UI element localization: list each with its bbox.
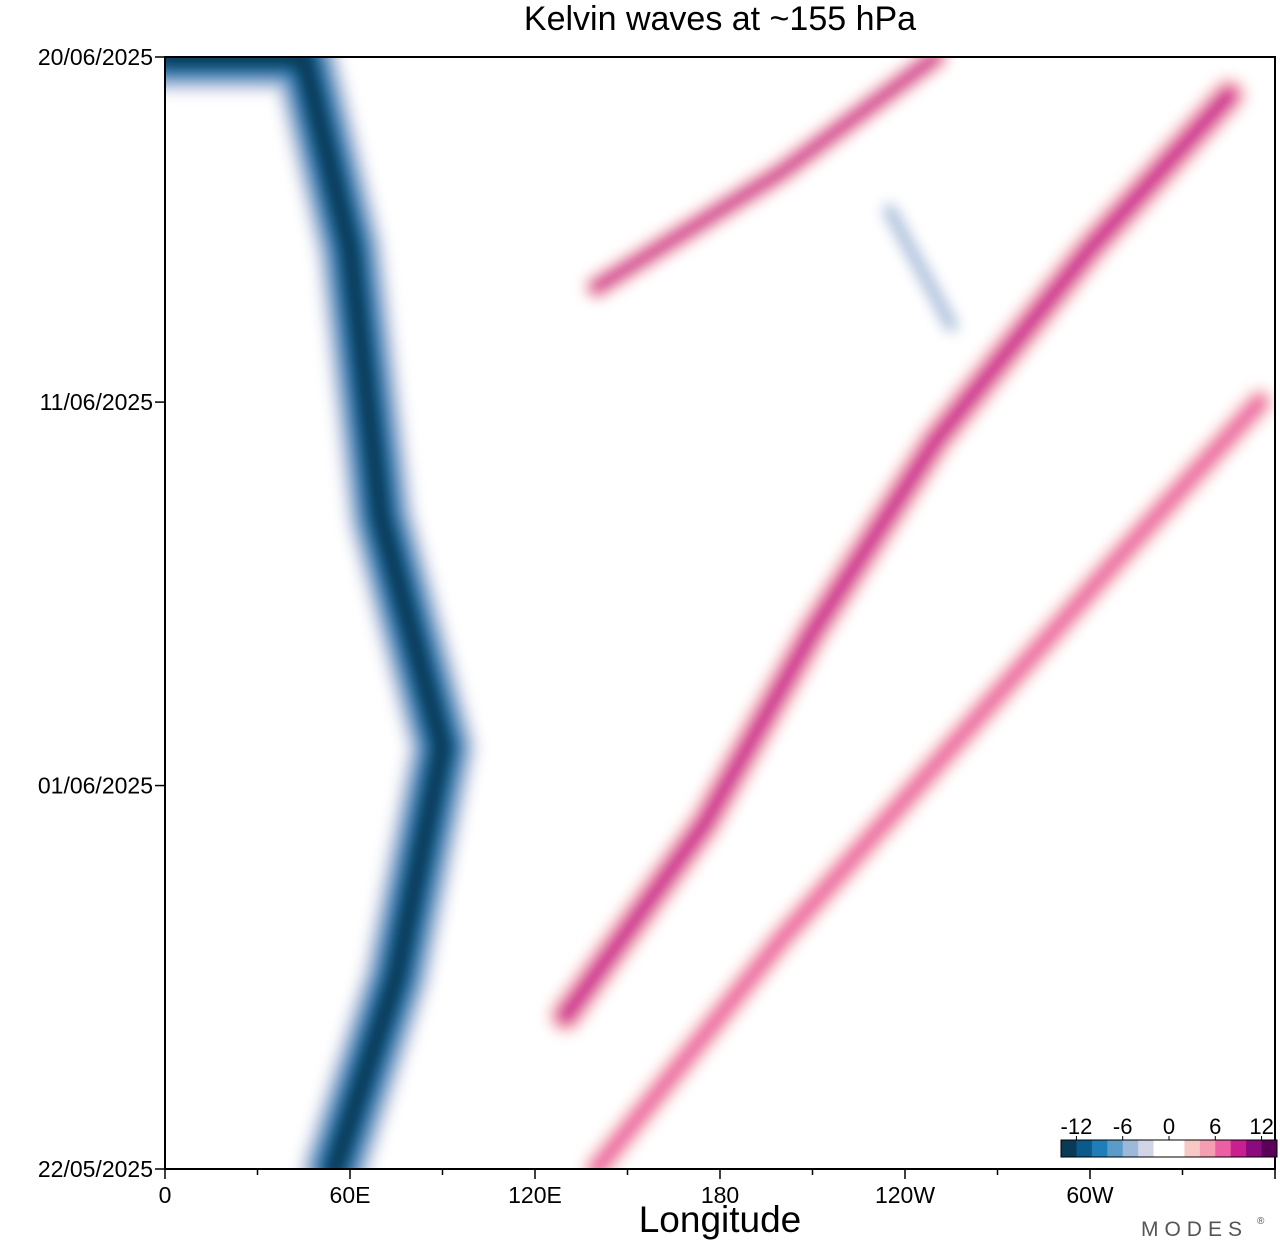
contour-level (558, 88, 1236, 1023)
colorbar-label: -12 (1061, 1114, 1093, 1139)
x-tick-label: 180 (701, 1182, 739, 1208)
colorbar-swatch (1076, 1140, 1093, 1157)
colorbar-swatch (1230, 1140, 1247, 1157)
modes-logo: MODES (1141, 1218, 1248, 1241)
contour-level (591, 57, 941, 293)
contour-band-4 (581, 57, 951, 302)
colorbar-legend: -12 -6 0 6 12 (1060, 1114, 1278, 1158)
colorbar-swatch (1138, 1140, 1155, 1157)
colorbar-label: 0 (1163, 1114, 1175, 1139)
contour-band-1 (165, 57, 482, 1169)
x-tick-label: 120E (508, 1182, 562, 1208)
contour-band-3 (579, 385, 1275, 1169)
chart-title: Kelvin waves at ~155 hPa (524, 0, 916, 38)
colorbar-swatch (1091, 1140, 1108, 1157)
colorbar-swatch (1061, 1140, 1077, 1157)
x-tick-label: 60W (1066, 1182, 1114, 1208)
contour-level (884, 205, 957, 331)
x-tick-label: 120W (875, 1182, 935, 1208)
colorbar-swatch (1215, 1140, 1232, 1157)
colorbar-label: 12 (1249, 1114, 1273, 1139)
colorbar-swatch (1184, 1140, 1201, 1157)
colorbar-label: -6 (1113, 1114, 1133, 1139)
contour-band-5 (879, 200, 962, 336)
colorbar-swatch (1107, 1140, 1124, 1157)
contour-level (165, 57, 453, 1169)
colorbar-swatch (1261, 1140, 1278, 1157)
registered-mark-icon: ® (1257, 1216, 1265, 1227)
colorbar-swatch (1199, 1140, 1216, 1157)
y-tick-label: 01/06/2025 (38, 773, 153, 799)
x-tick-label: 60E (330, 1182, 371, 1208)
x-tick-label: 0 (159, 1182, 172, 1208)
contour-field (165, 57, 1275, 1169)
colorbar-swatch (1153, 1140, 1170, 1157)
y-tick-label: 20/06/2025 (38, 44, 153, 70)
colorbar-label: 6 (1209, 1114, 1221, 1139)
contour-level (590, 395, 1267, 1169)
y-axis: 22/05/2025 01/06/2025 11/06/2025 20/06/2025 (38, 44, 165, 1182)
contour-band-2 (545, 74, 1250, 1037)
x-axis-label: Longitude (639, 1199, 802, 1240)
y-tick-label: 22/05/2025 (38, 1156, 153, 1182)
y-tick-label: 11/06/2025 (40, 389, 153, 415)
colorbar-swatch (1122, 1140, 1139, 1157)
x-axis: 0 60E 120E 180 120W 60W (159, 1169, 1276, 1208)
colorbar-swatch (1169, 1140, 1185, 1157)
colorbar-swatch (1246, 1140, 1263, 1157)
